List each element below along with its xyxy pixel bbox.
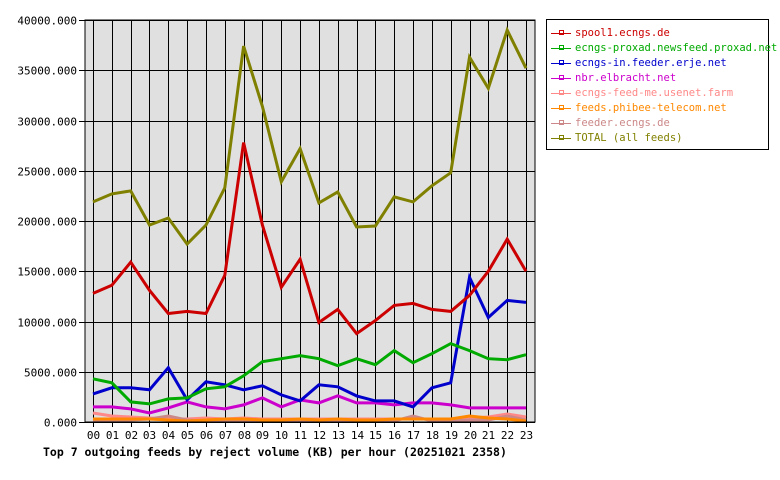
legend-item: ecngs-proxad.newsfeed.proxad.net xyxy=(551,40,777,55)
legend-label: ecngs-proxad.newsfeed.proxad.net xyxy=(575,41,778,54)
legend-item: ecngs-feed-me.usenet.farm xyxy=(551,85,764,100)
x-tick-label: 12 xyxy=(313,429,326,442)
legend-line-marker-icon xyxy=(551,118,571,128)
legend-line-marker-icon xyxy=(551,28,571,38)
x-tick-label: 06 xyxy=(200,429,213,442)
legend-item: spool1.ecngs.de xyxy=(551,25,764,40)
series-line-feeds-phibee-telecom-net xyxy=(93,414,527,423)
y-tick-label: 25000.000 xyxy=(17,166,77,179)
legend-item: ecngs-in.feeder.erje.net xyxy=(551,55,764,70)
x-tick-label: 19 xyxy=(445,429,458,442)
x-tick-label: 17 xyxy=(407,429,420,442)
x-tick-label: 13 xyxy=(332,429,345,442)
y-tick-label: 15000.000 xyxy=(17,266,77,279)
x-tick-label: 00 xyxy=(87,429,100,442)
y-axis: 0.000 5000.000 10000.000 15000.000 20000.000… xyxy=(17,15,85,430)
x-tick-label: 04 xyxy=(162,429,176,442)
legend: spool1.ecngs.de ecngs-proxad.newsfeed.pro… xyxy=(546,19,777,150)
x-tick-label: 10 xyxy=(275,429,288,442)
y-tick-label: 40000.000 xyxy=(17,15,77,28)
x-tick-label: 03 xyxy=(143,429,156,442)
data-series xyxy=(92,26,528,423)
x-axis: 00 01 02 03 04 05 06 07 08 09 10 11 12 13 14 15 16 17 18 19… xyxy=(87,422,533,442)
legend-label: spool1.ecngs.de xyxy=(575,26,670,39)
x-tick-label: 21 xyxy=(482,429,495,442)
y-tick-label: 5000.000 xyxy=(24,367,77,380)
x-tick-label: 23 xyxy=(520,429,533,442)
x-tick-label: 11 xyxy=(294,429,307,442)
x-tick-label: 16 xyxy=(388,429,401,442)
series-line-total-all-feeds- xyxy=(92,26,528,247)
legend-label: TOTAL (all feeds) xyxy=(575,131,683,144)
legend-line-marker-icon xyxy=(551,43,571,53)
legend-item: feeds.phibee-telecom.net xyxy=(551,100,764,115)
x-tick-label: 05 xyxy=(181,429,194,442)
y-tick-label: 35000.000 xyxy=(17,65,77,78)
x-tick-label: 20 xyxy=(464,429,477,442)
x-tick-label: 14 xyxy=(351,429,365,442)
legend-label: feeds.phibee-telecom.net xyxy=(575,101,727,114)
legend-item: TOTAL (all feeds) xyxy=(551,130,764,145)
plot-frame xyxy=(84,19,536,423)
legend-item: feeder.ecngs.de xyxy=(551,115,764,130)
series-line-nbr-elbracht-net xyxy=(93,394,526,415)
y-tick-label: 30000.000 xyxy=(17,116,77,129)
y-tick-label: 20000.000 xyxy=(17,216,77,229)
legend-label: nbr.elbracht.net xyxy=(575,71,677,84)
chart-caption: Top 7 outgoing feeds by reject volume (K… xyxy=(43,445,507,459)
legend-label: ecngs-in.feeder.erje.net xyxy=(575,56,727,69)
legend-item: nbr.elbracht.net xyxy=(551,70,764,85)
y-tick-label: 10000.000 xyxy=(17,317,77,330)
x-tick-label: 01 xyxy=(106,429,119,442)
legend-line-marker-icon xyxy=(551,103,571,113)
series-line-ecngs-proxad-newsfeed-proxad-net xyxy=(92,341,527,406)
x-tick-label: 08 xyxy=(238,429,251,442)
series-line-ecngs-in-feeder-erje-net xyxy=(92,272,527,409)
x-tick-label: 09 xyxy=(256,429,269,442)
legend-line-marker-icon xyxy=(551,58,571,68)
legend-line-marker-icon xyxy=(551,133,571,143)
series-line-spool1-ecngs-de xyxy=(92,142,528,336)
x-tick-label: 22 xyxy=(501,429,514,442)
x-tick-label: 02 xyxy=(125,429,138,442)
legend-label: ecngs-feed-me.usenet.farm xyxy=(575,86,734,99)
legend-line-marker-icon xyxy=(551,88,571,98)
legend-label: feeder.ecngs.de xyxy=(575,116,670,129)
legend-line-marker-icon xyxy=(551,73,571,83)
y-tick-label: 0.000 xyxy=(44,417,77,430)
x-tick-label: 15 xyxy=(369,429,382,442)
x-tick-label: 07 xyxy=(219,429,232,442)
x-tick-label: 18 xyxy=(426,429,439,442)
